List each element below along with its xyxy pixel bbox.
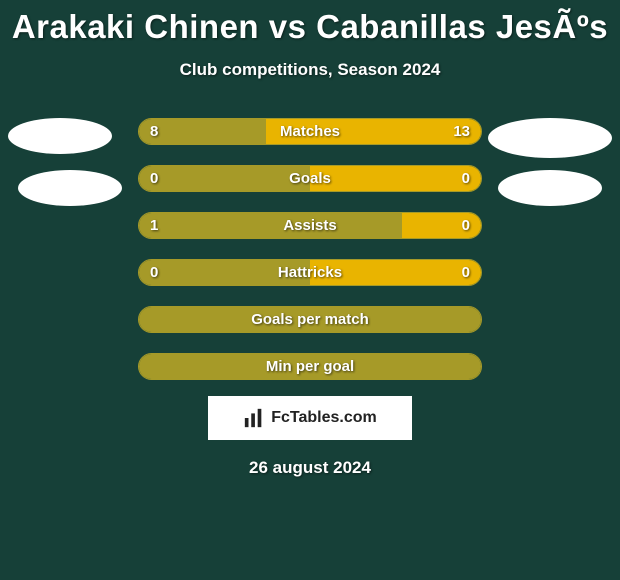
stat-bar-right [266,119,481,144]
avatar-left-bottom [18,170,122,206]
stats-container: Matches813 Goals00 Assists10 Hattricks00 Goa… [0,118,620,380]
avatar-left-top [8,118,112,154]
stat-row: Hattricks00 [138,259,482,286]
stat-bar-track [138,212,482,239]
stat-bar-left [139,213,402,238]
page-subtitle: Club competitions, Season 2024 [0,60,620,80]
stat-bar-track [138,353,482,380]
avatar-right-top [488,118,612,158]
stat-bar-left [139,166,310,191]
fctables-logo-icon [243,407,265,429]
stat-bar-left [139,119,266,144]
stat-bar-left [139,260,310,285]
stat-bar-right [402,213,481,238]
avatar-right-bottom [498,170,602,206]
stat-bar-right [310,166,481,191]
stat-row: Assists10 [138,212,482,239]
page-date: 26 august 2024 [0,458,620,478]
stat-bar-track [138,306,482,333]
stat-bar-track [138,259,482,286]
stat-row: Goals00 [138,165,482,192]
page-title: Arakaki Chinen vs Cabanillas JesÃºs [0,0,620,46]
stat-bar-left [139,354,481,379]
stat-bar-track [138,165,482,192]
stat-bar-right [310,260,481,285]
stat-row: Matches813 [138,118,482,145]
stat-row: Min per goal [138,353,482,380]
stat-bar-track [138,118,482,145]
stat-bar-left [139,307,481,332]
source-badge[interactable]: FcTables.com [208,396,412,440]
stat-row: Goals per match [138,306,482,333]
source-badge-text: FcTables.com [271,409,377,427]
